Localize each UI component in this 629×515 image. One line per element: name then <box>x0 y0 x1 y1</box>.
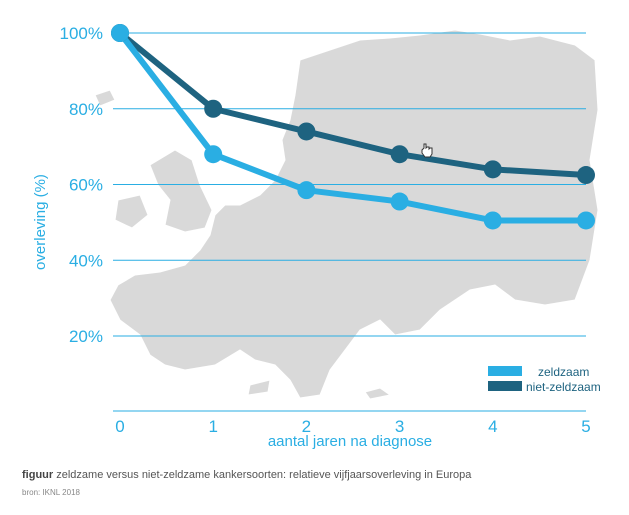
y-tick-label: 80% <box>69 100 103 119</box>
y-tick-label: 20% <box>69 327 103 346</box>
europe-map-background <box>94 29 599 400</box>
legend-swatch-niet-zeldzaam <box>488 381 522 391</box>
data-point-niet-zeldzaam <box>390 145 409 164</box>
x-tick-label: 1 <box>208 417 217 436</box>
data-point-zeldzaam <box>111 24 129 42</box>
data-point-zeldzaam <box>204 145 223 164</box>
caption-text: zeldzame versus niet-zeldzame kankersoor… <box>53 469 472 481</box>
y-axis-label: overleving (%) <box>32 174 49 270</box>
y-tick-label: 60% <box>69 176 103 195</box>
x-axis-ticks: 0 1 2 3 4 5 <box>115 417 590 436</box>
x-tick-label: 3 <box>395 417 404 436</box>
x-tick-label: 2 <box>302 417 311 436</box>
x-axis-label: aantal jaren na diagnose <box>268 433 432 450</box>
x-tick-label: 5 <box>581 417 590 436</box>
survival-chart: 100% 80% 60% 40% 20% 0 1 2 3 4 5 overleving (%) a… <box>32 24 601 450</box>
y-tick-label: 40% <box>69 251 103 270</box>
data-series <box>111 24 595 230</box>
data-point-zeldzaam <box>297 181 316 200</box>
data-point-niet-zeldzaam <box>297 122 316 141</box>
x-tick-label: 4 <box>488 417 497 436</box>
hand-cursor-icon <box>421 143 433 158</box>
y-axis-ticks: 100% 80% 60% 40% 20% <box>60 24 103 346</box>
series-line-niet-zeldzaam <box>117 30 589 179</box>
legend-swatch-zeldzaam <box>488 366 522 376</box>
figure-caption: figuur zeldzame versus niet-zeldzame kan… <box>22 469 471 481</box>
y-tick-label: 100% <box>60 24 103 43</box>
data-point-zeldzaam <box>483 211 502 230</box>
data-point-zeldzaam <box>390 192 409 211</box>
legend: zeldzaam niet-zeldzaam <box>488 365 601 394</box>
data-point-zeldzaam <box>577 211 595 230</box>
data-point-niet-zeldzaam <box>483 160 502 179</box>
series-line-zeldzaam <box>117 30 589 224</box>
gridlines <box>113 32 586 412</box>
caption-prefix: figuur <box>22 469 54 481</box>
legend-label-zeldzaam: zeldzaam <box>538 365 589 379</box>
data-point-niet-zeldzaam <box>204 99 223 118</box>
source-note: bron: IKNL 2018 <box>22 488 80 497</box>
x-tick-label: 0 <box>115 417 124 436</box>
legend-label-niet-zeldzaam: niet-zeldzaam <box>526 380 601 394</box>
data-point-niet-zeldzaam <box>577 166 595 185</box>
